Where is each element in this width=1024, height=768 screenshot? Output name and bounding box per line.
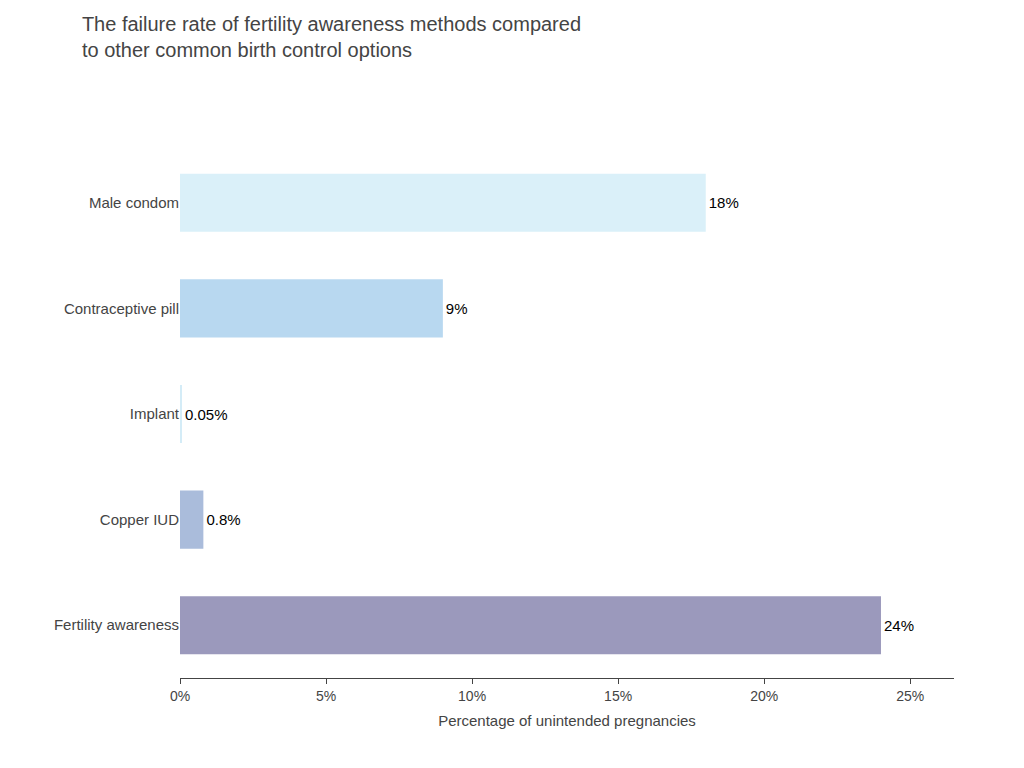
svg-text:Fertility awareness: Fertility awareness — [54, 616, 179, 633]
svg-text:18%: 18% — [709, 194, 739, 211]
svg-text:10%: 10% — [458, 688, 486, 704]
svg-text:0.05%: 0.05% — [185, 406, 228, 423]
svg-text:24%: 24% — [884, 617, 914, 634]
svg-text:Male condom: Male condom — [89, 194, 179, 211]
svg-text:20%: 20% — [750, 688, 778, 704]
svg-text:Copper IUD: Copper IUD — [100, 511, 179, 528]
svg-text:Percentage of unintended pregn: Percentage of unintended pregnancies — [438, 712, 696, 729]
svg-text:Contraceptive pill: Contraceptive pill — [64, 300, 179, 317]
svg-text:5%: 5% — [316, 688, 336, 704]
svg-text:9%: 9% — [446, 300, 468, 317]
svg-text:15%: 15% — [604, 688, 632, 704]
svg-text:Implant: Implant — [130, 405, 180, 422]
svg-text:0.8%: 0.8% — [206, 511, 240, 528]
svg-text:The failure rate of fertility: The failure rate of fertility awareness … — [82, 13, 581, 61]
svg-text:0%: 0% — [170, 688, 190, 704]
svg-text:25%: 25% — [896, 688, 924, 704]
